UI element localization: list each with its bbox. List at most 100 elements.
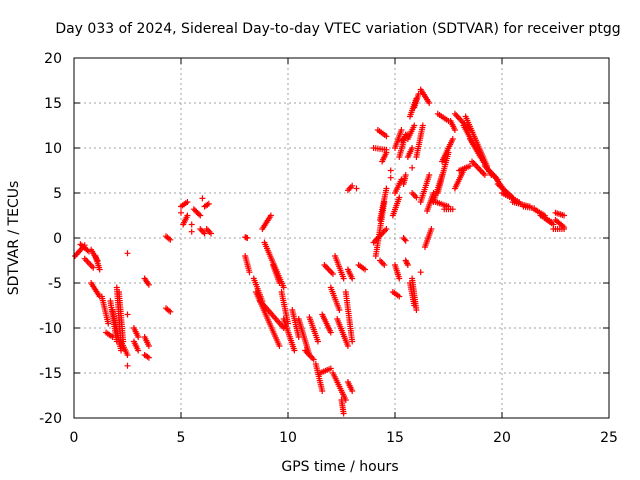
- data-point: [411, 122, 418, 129]
- x-tick-label: 5: [177, 430, 186, 446]
- data-point: [291, 347, 298, 354]
- data-point: [188, 221, 195, 228]
- y-tick-label: -15: [39, 366, 62, 382]
- data-point: [415, 91, 422, 97]
- x-tick-label: 20: [493, 430, 511, 446]
- y-tick-label: 10: [44, 141, 62, 157]
- data-point: [353, 185, 360, 192]
- data-point: [344, 343, 351, 349]
- data-point: [362, 266, 369, 273]
- data-point: [135, 347, 142, 354]
- x-tick-label: 0: [70, 430, 79, 446]
- y-tick-label: 20: [44, 51, 62, 67]
- y-tick-label: 15: [44, 96, 62, 112]
- data-point: [396, 293, 403, 300]
- data-point: [396, 275, 403, 282]
- data-point: [383, 133, 390, 140]
- data-point: [449, 136, 456, 142]
- data-point: [178, 209, 184, 216]
- data-point: [327, 329, 334, 336]
- data-point: [449, 206, 456, 213]
- data-point: [426, 100, 433, 106]
- data-point: [280, 325, 287, 331]
- data-point: [195, 211, 202, 218]
- y-tick-label: 5: [53, 186, 62, 202]
- data-point: [124, 362, 131, 369]
- y-axis-label: SDTVAR / TECUs: [6, 181, 22, 296]
- data-point: [105, 320, 112, 327]
- data-point: [246, 269, 253, 276]
- data-point: [401, 236, 408, 243]
- y-tick-label: -20: [39, 411, 62, 427]
- data-point: [90, 264, 97, 271]
- data-point: [124, 311, 131, 318]
- data-point: [244, 235, 251, 241]
- data-point: [398, 127, 405, 133]
- x-tick-labels: 0 5 10 15 20 25: [70, 430, 618, 446]
- data-point: [184, 199, 191, 205]
- data-point: [197, 212, 204, 219]
- data-point: [319, 388, 326, 394]
- data-point: [184, 212, 191, 219]
- data-point: [201, 230, 208, 237]
- data-point: [451, 127, 458, 133]
- data-point: [387, 174, 394, 181]
- data-point: [276, 280, 283, 286]
- data-point: [349, 388, 356, 394]
- data-point: [413, 307, 420, 313]
- data-point: [310, 356, 317, 363]
- data-point: [404, 262, 411, 268]
- data-point: [349, 182, 356, 189]
- data-point: [561, 212, 568, 219]
- data-point: [402, 237, 409, 244]
- data-point: [267, 212, 274, 219]
- data-point: [124, 250, 131, 257]
- y-tick-labels: 20 15 10 5 0 -5 -10 -15 -20: [39, 51, 62, 427]
- data-point: [96, 266, 103, 273]
- x-axis-label: GPS time / hours: [281, 459, 398, 475]
- data-point: [409, 145, 416, 151]
- data-point: [205, 200, 212, 207]
- data-point: [381, 262, 388, 268]
- data-point: [387, 167, 394, 174]
- data-point: [383, 185, 390, 192]
- y-tick-label: 0: [53, 231, 62, 247]
- data-point: [402, 172, 409, 178]
- data-points: [72, 86, 568, 417]
- y-tick-label: -10: [39, 321, 62, 337]
- data-point: [167, 308, 174, 315]
- data-point: [340, 275, 347, 282]
- data-point: [295, 334, 302, 340]
- data-point: [426, 172, 433, 178]
- y-tick-label: -5: [48, 276, 62, 292]
- data-point: [383, 149, 390, 156]
- data-point: [135, 334, 142, 340]
- grid: [74, 58, 609, 418]
- x-tick-label: 25: [600, 430, 618, 446]
- data-point: [145, 343, 152, 349]
- data-point: [207, 230, 214, 237]
- chart-title: Day 033 of 2024, Sidereal Day-to-day VTE…: [55, 21, 620, 37]
- data-point: [419, 122, 426, 129]
- data-point: [340, 410, 347, 417]
- x-tick-label: 10: [279, 430, 297, 446]
- data-point: [327, 365, 334, 372]
- data-point: [409, 164, 416, 171]
- data-point: [329, 271, 336, 277]
- data-point: [561, 224, 568, 231]
- data-point: [276, 343, 283, 349]
- data-point: [280, 284, 287, 291]
- x-tick-label: 15: [386, 430, 404, 446]
- data-point: [466, 163, 473, 169]
- data-point: [167, 236, 174, 243]
- data-point: [124, 352, 131, 358]
- data-point: [145, 354, 152, 361]
- plot-frame: [73, 57, 610, 419]
- data-point: [349, 275, 356, 282]
- data-point: [314, 338, 321, 345]
- data-point: [349, 338, 356, 345]
- data-point: [199, 195, 206, 202]
- data-point: [383, 226, 390, 232]
